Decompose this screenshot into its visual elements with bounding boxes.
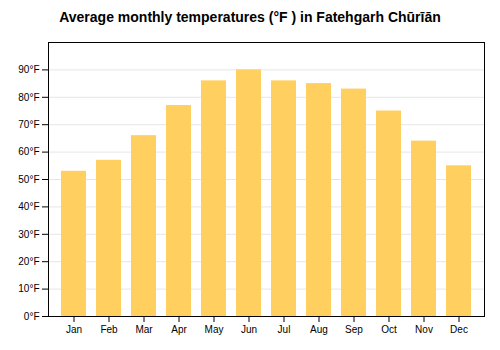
svg-text:30°F: 30°F bbox=[18, 229, 39, 240]
svg-text:80°F: 80°F bbox=[18, 92, 39, 103]
svg-text:Feb: Feb bbox=[100, 324, 118, 335]
svg-text:Sep: Sep bbox=[345, 324, 363, 335]
svg-text:May: May bbox=[205, 324, 224, 335]
svg-text:Jun: Jun bbox=[241, 324, 257, 335]
svg-text:20°F: 20°F bbox=[18, 256, 39, 267]
svg-text:10°F: 10°F bbox=[18, 283, 39, 294]
svg-text:Jan: Jan bbox=[66, 324, 82, 335]
html-text:Average monthly temperatures (: Average monthly temperatures (°F ) in Fa… bbox=[59, 9, 441, 25]
svg-text:Nov: Nov bbox=[415, 324, 433, 335]
svg-text:Dec: Dec bbox=[450, 324, 468, 335]
svg-text:70°F: 70°F bbox=[18, 119, 39, 130]
svg-text:60°F: 60°F bbox=[18, 146, 39, 157]
svg-text:90°F: 90°F bbox=[18, 64, 39, 75]
svg-text:Oct: Oct bbox=[381, 324, 397, 335]
svg-text:0°F: 0°F bbox=[24, 311, 40, 322]
svg-text:Mar: Mar bbox=[135, 324, 153, 335]
svg-text:Apr: Apr bbox=[171, 324, 187, 335]
svg-text:50°F: 50°F bbox=[18, 174, 39, 185]
svg-text:40°F: 40°F bbox=[18, 201, 39, 212]
svg-text:Jul: Jul bbox=[278, 324, 291, 335]
svg-text:Aug: Aug bbox=[310, 324, 328, 335]
